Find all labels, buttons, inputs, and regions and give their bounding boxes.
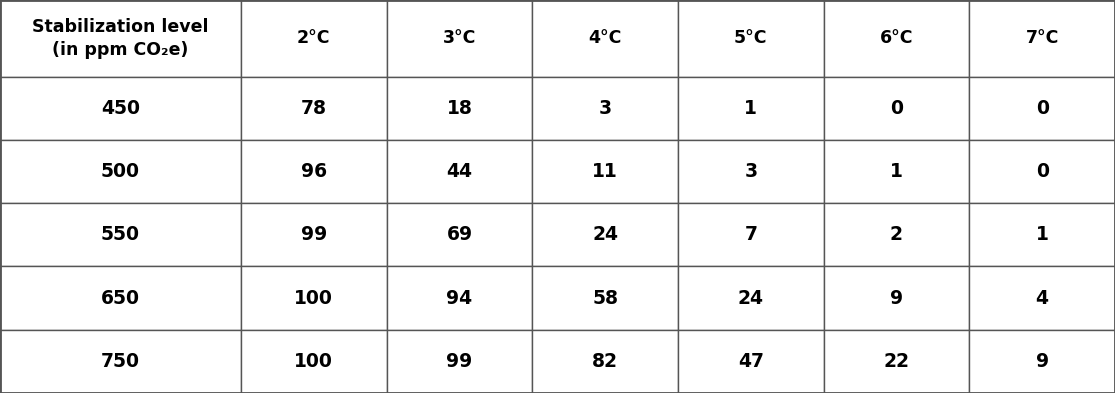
Bar — [387, 140, 532, 203]
Bar — [0, 330, 241, 393]
Bar — [824, 330, 969, 393]
Text: 9: 9 — [890, 288, 903, 308]
Bar — [387, 330, 532, 393]
Text: 750: 750 — [101, 352, 140, 371]
Bar — [387, 266, 532, 330]
Bar — [532, 77, 678, 140]
Text: 650: 650 — [101, 288, 140, 308]
Text: 0: 0 — [890, 99, 903, 118]
Text: 22: 22 — [883, 352, 910, 371]
Text: 4: 4 — [1036, 288, 1049, 308]
Bar — [824, 203, 969, 266]
Bar — [824, 266, 969, 330]
Text: Stabilization level
(in ppm CO₂e): Stabilization level (in ppm CO₂e) — [32, 18, 209, 59]
Bar — [387, 0, 532, 77]
Bar — [0, 0, 241, 77]
Bar — [969, 0, 1115, 77]
Text: 450: 450 — [101, 99, 140, 118]
Bar — [678, 266, 824, 330]
Text: 69: 69 — [446, 225, 473, 244]
Bar — [532, 266, 678, 330]
Bar — [532, 0, 678, 77]
Bar — [241, 266, 387, 330]
Text: 24: 24 — [592, 225, 618, 244]
Text: 99: 99 — [301, 225, 327, 244]
Text: 1: 1 — [890, 162, 903, 181]
Bar — [387, 77, 532, 140]
Bar — [241, 0, 387, 77]
Bar — [387, 203, 532, 266]
Bar — [0, 140, 241, 203]
Text: 9: 9 — [1036, 352, 1049, 371]
Text: 7: 7 — [745, 225, 757, 244]
Text: 44: 44 — [446, 162, 473, 181]
Text: 100: 100 — [294, 288, 333, 308]
Bar — [241, 203, 387, 266]
Bar — [532, 330, 678, 393]
Text: 24: 24 — [738, 288, 764, 308]
Bar — [969, 266, 1115, 330]
Text: 3°C: 3°C — [443, 29, 476, 47]
Text: 3: 3 — [744, 162, 757, 181]
Bar — [969, 203, 1115, 266]
Bar — [532, 140, 678, 203]
Text: 6°C: 6°C — [880, 29, 913, 47]
Bar — [241, 77, 387, 140]
Text: 1: 1 — [745, 99, 757, 118]
Bar — [969, 140, 1115, 203]
Bar — [969, 77, 1115, 140]
Text: 0: 0 — [1036, 162, 1049, 181]
Text: 550: 550 — [101, 225, 140, 244]
Bar — [241, 330, 387, 393]
Bar — [0, 203, 241, 266]
Text: 500: 500 — [101, 162, 140, 181]
Bar — [532, 203, 678, 266]
Text: 2°C: 2°C — [297, 29, 330, 47]
Bar — [678, 77, 824, 140]
Text: 3: 3 — [599, 99, 612, 118]
Text: 47: 47 — [738, 352, 764, 371]
Bar — [678, 203, 824, 266]
Text: 100: 100 — [294, 352, 333, 371]
Text: 11: 11 — [592, 162, 618, 181]
Text: 78: 78 — [301, 99, 327, 118]
Bar — [678, 330, 824, 393]
Bar — [241, 140, 387, 203]
Text: 18: 18 — [446, 99, 473, 118]
Bar — [0, 77, 241, 140]
Bar — [678, 140, 824, 203]
Bar — [969, 330, 1115, 393]
Text: 99: 99 — [446, 352, 473, 371]
Text: 96: 96 — [301, 162, 327, 181]
Text: 58: 58 — [592, 288, 618, 308]
Bar — [0, 266, 241, 330]
Text: 5°C: 5°C — [734, 29, 767, 47]
Text: 7°C: 7°C — [1026, 29, 1059, 47]
Text: 0: 0 — [1036, 99, 1049, 118]
Text: 1: 1 — [1036, 225, 1048, 244]
Bar — [678, 0, 824, 77]
Text: 4°C: 4°C — [589, 29, 622, 47]
Text: 2: 2 — [890, 225, 903, 244]
Text: 82: 82 — [592, 352, 618, 371]
Bar — [824, 140, 969, 203]
Bar — [824, 77, 969, 140]
Bar — [824, 0, 969, 77]
Text: 94: 94 — [446, 288, 473, 308]
